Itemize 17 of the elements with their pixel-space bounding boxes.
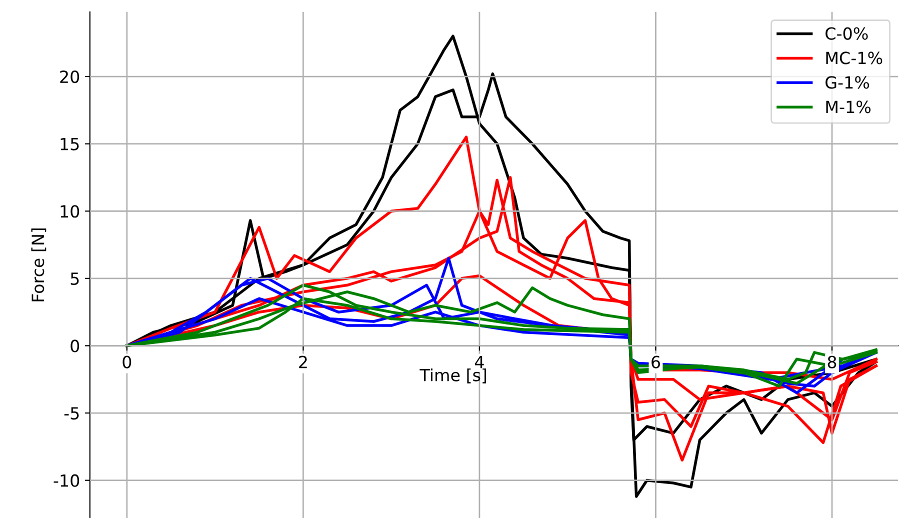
legend-label: G-1%	[826, 76, 870, 89]
legend-label: MC-1%	[826, 52, 882, 64]
x-axis-title: Time [s]	[420, 368, 486, 384]
y-tick-label: 15	[60, 138, 79, 150]
y-tick-label: 10	[60, 205, 80, 218]
legend-label: C-0%	[826, 27, 868, 40]
y-tick-label: -10	[54, 474, 80, 487]
legend-label: M-1%	[826, 100, 871, 114]
y-tick-label: 5	[70, 272, 79, 285]
y-axis-title: Force [N]	[31, 228, 46, 302]
x-tick-label: 2	[299, 356, 307, 368]
x-tick-label: 0	[122, 356, 132, 368]
x-tick-label: 4	[474, 356, 484, 368]
y-tick-label: 0	[70, 340, 80, 352]
x-tick-label: 6	[652, 356, 660, 368]
y-tick-label: 20	[60, 70, 80, 84]
y-tick-label: -5	[64, 407, 79, 420]
